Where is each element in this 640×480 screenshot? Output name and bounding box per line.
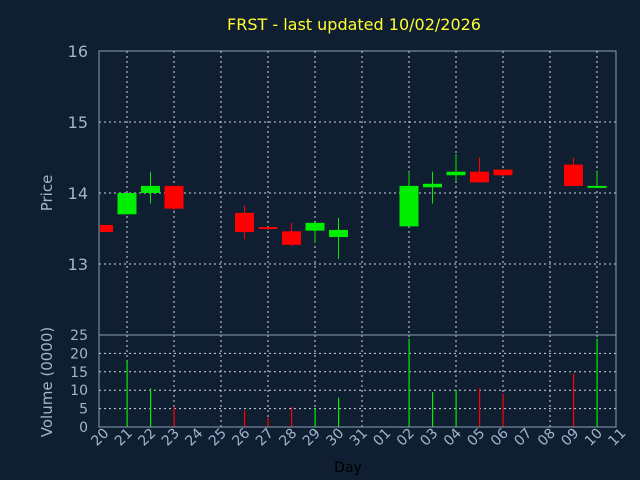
x-tick-label: 26: [229, 425, 253, 449]
volume-bar: [338, 397, 340, 427]
price-y-tick-label: 14: [68, 184, 88, 203]
x-tick-label: 28: [276, 426, 300, 450]
x-tick-label: 24: [182, 425, 206, 449]
candle: [587, 171, 607, 188]
volume-bar: [455, 390, 457, 427]
volume-panel: 0 5 10 15 20 25 Volume (0000): [38, 327, 617, 437]
candle: [446, 153, 466, 181]
x-tick-label: 10: [582, 426, 606, 450]
volume-y-tick-label: 20: [70, 346, 88, 362]
candle: [399, 171, 419, 227]
volume-bar: [596, 338, 598, 427]
volume-y-tick-label: 5: [79, 402, 88, 418]
candle: [564, 157, 583, 186]
volume-bars: [126, 338, 598, 427]
volume-bar: [126, 360, 128, 427]
x-tick-label: 30: [323, 426, 347, 450]
candle: [164, 185, 184, 211]
price-panel: 13 14 15 16 Price: [38, 42, 617, 336]
candle-body: [423, 183, 442, 188]
volume-frame: [98, 334, 617, 428]
price-y-ticks: 13 14 15 16: [68, 42, 88, 274]
x-axis-label: Day: [334, 460, 362, 476]
candle: [100, 224, 113, 233]
candle-body: [258, 227, 278, 230]
candle-body: [587, 185, 607, 188]
candle: [258, 227, 278, 230]
volume-bar: [573, 373, 575, 427]
candle: [493, 169, 513, 177]
volume-bar: [479, 388, 481, 427]
price-y-tick-label: 13: [68, 255, 88, 274]
x-tick-label: 29: [300, 426, 324, 450]
volume-bar: [502, 393, 504, 427]
volume-bar: [432, 392, 434, 427]
volume-bar: [150, 388, 152, 427]
candle-body: [235, 212, 254, 233]
candle: [117, 193, 137, 215]
candle-body: [282, 231, 301, 245]
candle-body: [305, 222, 325, 231]
candle-body: [446, 171, 466, 176]
volume-axis-label: Volume (0000): [38, 327, 56, 437]
x-tick-label: 03: [417, 426, 441, 450]
volume-bar: [244, 410, 246, 427]
chart-title: FRST - last updated 10/02/2026: [227, 15, 481, 34]
volume-grid: [99, 334, 616, 428]
candle-body: [399, 185, 419, 227]
price-y-tick-label: 16: [68, 42, 88, 61]
candle-body: [564, 164, 583, 186]
x-tick-label: 23: [159, 426, 183, 450]
candle-body: [470, 171, 489, 183]
candle: [423, 171, 442, 204]
x-tick-label: 02: [394, 426, 418, 450]
x-tick-label: 31: [347, 426, 371, 450]
x-tick-label: 07: [511, 426, 535, 450]
candle-body: [100, 224, 113, 233]
volume-y-tick-label: 15: [70, 365, 88, 381]
x-tick-label: 22: [135, 426, 159, 450]
candle: [235, 205, 254, 240]
x-tick-label: 21: [112, 426, 136, 450]
volume-y-tick-label: 25: [70, 328, 88, 344]
candle-body: [493, 169, 513, 176]
candle: [141, 171, 160, 204]
candle: [470, 157, 489, 183]
x-tick-label: 05: [464, 426, 488, 450]
candles: [100, 153, 607, 260]
volume-bar: [291, 406, 293, 427]
candle-body: [141, 185, 160, 193]
x-ticks: 20 21 22 23 24 25 26 27 28 29 30 31 01 02 03 04 05 06 07 08…: [88, 425, 629, 449]
volume-y-tick-label: 0: [79, 420, 88, 436]
candle: [329, 217, 348, 260]
price-y-tick-label: 15: [68, 113, 88, 132]
x-tick-label: 25: [206, 426, 230, 450]
volume-bar: [267, 417, 269, 427]
x-tick-label: 20: [88, 426, 112, 450]
volume-y-tick-label: 10: [70, 383, 88, 399]
price-axis-label: Price: [38, 175, 56, 212]
candle-body: [329, 229, 348, 238]
volume-bar: [314, 408, 316, 427]
volume-bar: [408, 338, 410, 427]
candle: [282, 222, 301, 247]
volume-y-ticks: 0 5 10 15 20 25: [70, 328, 88, 436]
candle: [305, 222, 325, 243]
x-tick-label: 08: [535, 426, 559, 450]
x-tick-label: 27: [253, 426, 277, 450]
x-tick-label: 09: [558, 426, 582, 450]
candle-body: [117, 193, 137, 215]
volume-bar: [173, 406, 175, 427]
candle-body: [164, 185, 184, 209]
x-tick-label: 01: [370, 426, 394, 450]
x-tick-label: 11: [605, 426, 629, 450]
x-tick-label: 04: [441, 425, 465, 449]
x-tick-label: 06: [488, 425, 512, 449]
